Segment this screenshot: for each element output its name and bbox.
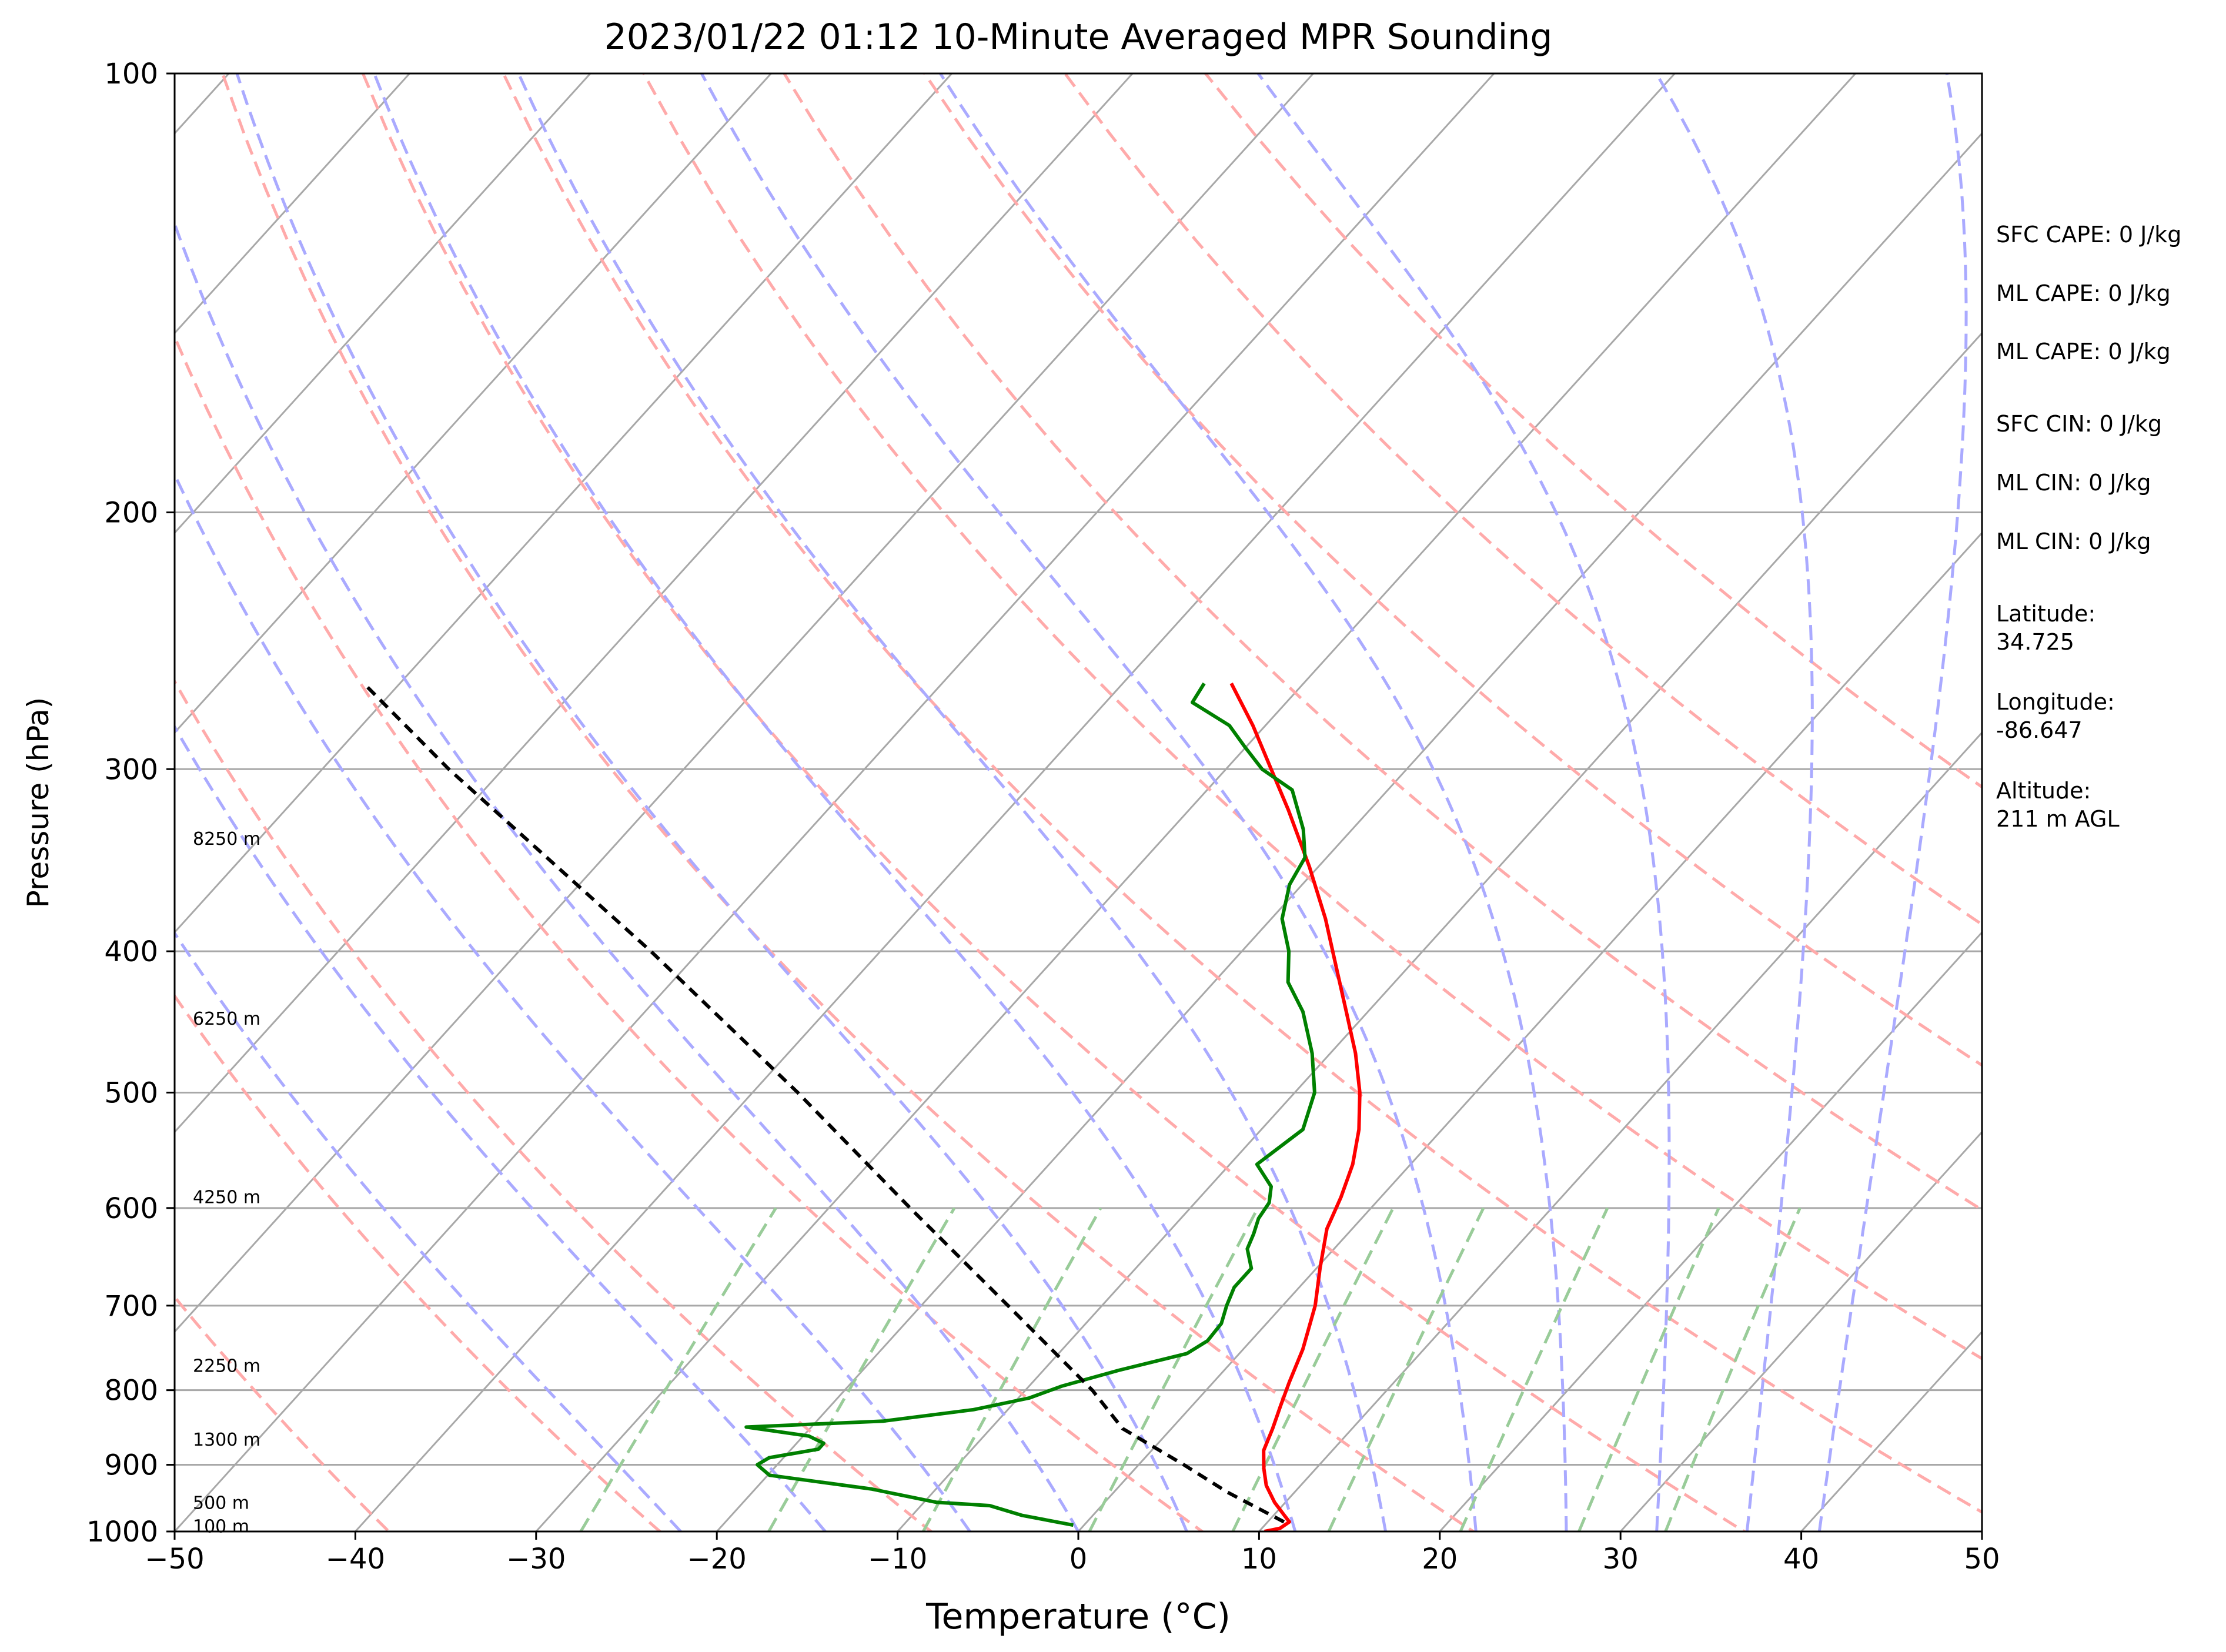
y-tick-label: 600 <box>104 1192 158 1225</box>
dry-adiabat-line <box>642 73 1982 1360</box>
parcel-line <box>362 682 1285 1524</box>
height-label: 8250 m <box>193 829 260 850</box>
mixing-ratio-line <box>767 1207 956 1531</box>
y-tick-label: 500 <box>104 1076 158 1109</box>
dry-adiabat-line <box>1204 73 1982 789</box>
isotherm-line <box>175 73 1134 1133</box>
x-axis-label: Temperature (°C) <box>925 1596 1231 1637</box>
x-tick-label: 10 <box>1241 1543 1277 1576</box>
dry-adiabat-line <box>783 73 1982 1212</box>
x-tick-label: −50 <box>145 1543 204 1576</box>
dewpoint-line <box>744 682 1316 1527</box>
mixing-ratio-line <box>921 1207 1102 1531</box>
mixing-ratio-line <box>1459 1207 1609 1531</box>
height-label: 500 m <box>193 1493 249 1514</box>
height-label: 4250 m <box>193 1188 260 1208</box>
x-tick-label: 30 <box>1603 1543 1639 1576</box>
height-label: 1300 m <box>193 1430 260 1450</box>
y-tick-label: 100 <box>104 58 158 91</box>
longitude-value: -86.647 <box>1996 717 2083 743</box>
x-tick-label: 50 <box>1964 1543 2000 1576</box>
dry-adiabat-line <box>1064 73 1982 927</box>
dry-adiabat-line <box>221 73 1476 1531</box>
moist-adiabat-line <box>1256 73 1671 1531</box>
dry-adiabat-line <box>175 678 934 1531</box>
x-tick-label: −30 <box>506 1543 566 1576</box>
height-label: 2250 m <box>193 1356 260 1376</box>
longitude-heading: Longitude: <box>1996 689 2115 715</box>
y-tick-label: 300 <box>104 753 158 786</box>
moist-adiabat-line <box>700 73 1478 1531</box>
background-lines <box>175 73 1982 1531</box>
dry-adiabat-line <box>175 993 663 1531</box>
y-tick-label: 200 <box>104 497 158 530</box>
isotherm-line <box>1439 931 1982 1531</box>
isotherm-line <box>175 73 591 534</box>
moist-adiabat-line <box>939 73 1568 1531</box>
isotherm-line <box>535 73 1856 1531</box>
moist-adiabat-line <box>175 471 971 1531</box>
moist-adiabat-line <box>1655 73 1814 1531</box>
x-tick-label: 40 <box>1783 1543 1819 1576</box>
sounding-series <box>362 682 1362 1531</box>
y-tick-label: 1000 <box>86 1516 158 1549</box>
mixing-ratio-line <box>579 1207 777 1531</box>
altitude-heading: Altitude: <box>1996 778 2091 804</box>
moist-adiabat-line <box>517 73 1388 1531</box>
isotherm-line <box>897 332 1982 1531</box>
y-tick-label: 400 <box>104 935 158 968</box>
height-label: 100 m <box>193 1516 249 1537</box>
mixing-ratio-line <box>1231 1207 1395 1531</box>
isotherm-line <box>175 73 410 335</box>
isotherm-line <box>1077 531 1982 1531</box>
isotherm-line <box>1258 731 1982 1531</box>
mixing-ratio-line <box>1664 1207 1801 1531</box>
dry-adiabat-line <box>175 1295 391 1531</box>
y-axis-label: Pressure (hPa) <box>21 697 55 908</box>
moist-adiabat-line <box>175 930 682 1531</box>
moist-adiabat-line <box>175 724 827 1531</box>
isotherm-line <box>1620 1131 1982 1531</box>
y-tick-label: 900 <box>104 1449 158 1482</box>
x-tick-label: −40 <box>326 1543 385 1576</box>
ml-cape-label: ML CAPE: 0 J/kg <box>1996 280 2171 306</box>
mixing-ratio-line <box>1327 1207 1485 1531</box>
moist-adiabat-line <box>373 73 1297 1531</box>
isotherm-line <box>175 73 772 734</box>
y-axis: 100 200 300 400 500 600 700 800 900 1000 <box>86 58 175 1549</box>
height-label: 6250 m <box>193 1009 260 1029</box>
moist-adiabat-line <box>1817 73 1968 1531</box>
x-axis: −50 −40 −30 −20 −10 0 10 20 30 40 50 <box>145 1531 2000 1576</box>
latitude-heading: Latitude: <box>1996 601 2096 627</box>
temperature-line <box>1229 683 1362 1531</box>
dry-adiabat-line <box>175 333 1205 1531</box>
chart-title: 2023/01/22 01:12 10-Minute Averaged MPR … <box>604 16 1553 58</box>
altitude-value: 211 m AGL <box>1996 806 2120 832</box>
isotherm-line <box>716 132 1982 1531</box>
mixing-ratio-line <box>1577 1207 1720 1531</box>
y-tick-label: 800 <box>104 1375 158 1407</box>
ml-cin-label: ML CIN: 0 J/kg <box>1996 470 2151 496</box>
isotherm-line <box>175 73 952 934</box>
moist-adiabat-line <box>175 219 1080 1531</box>
dry-adiabat-line <box>361 73 1747 1531</box>
x-tick-label: 20 <box>1422 1543 1458 1576</box>
sfc-cape-label: SFC CAPE: 0 J/kg <box>1996 222 2182 248</box>
x-tick-label: 0 <box>1069 1543 1088 1576</box>
y-tick-label: 700 <box>104 1290 158 1323</box>
mixing-ratio-line <box>1088 1207 1259 1531</box>
ml-cin-label-2: ML CIN: 0 J/kg <box>1996 529 2151 554</box>
isotherm-line <box>175 73 1314 1333</box>
plot-frame <box>173 72 1983 1533</box>
latitude-value: 34.725 <box>1996 629 2074 655</box>
x-tick-label: −20 <box>687 1543 747 1576</box>
ml-cape-label-2: ML CAPE: 0 J/kg <box>1996 339 2171 364</box>
x-tick-label: −10 <box>868 1543 927 1576</box>
sfc-cin-label: SFC CIN: 0 J/kg <box>1996 411 2163 437</box>
